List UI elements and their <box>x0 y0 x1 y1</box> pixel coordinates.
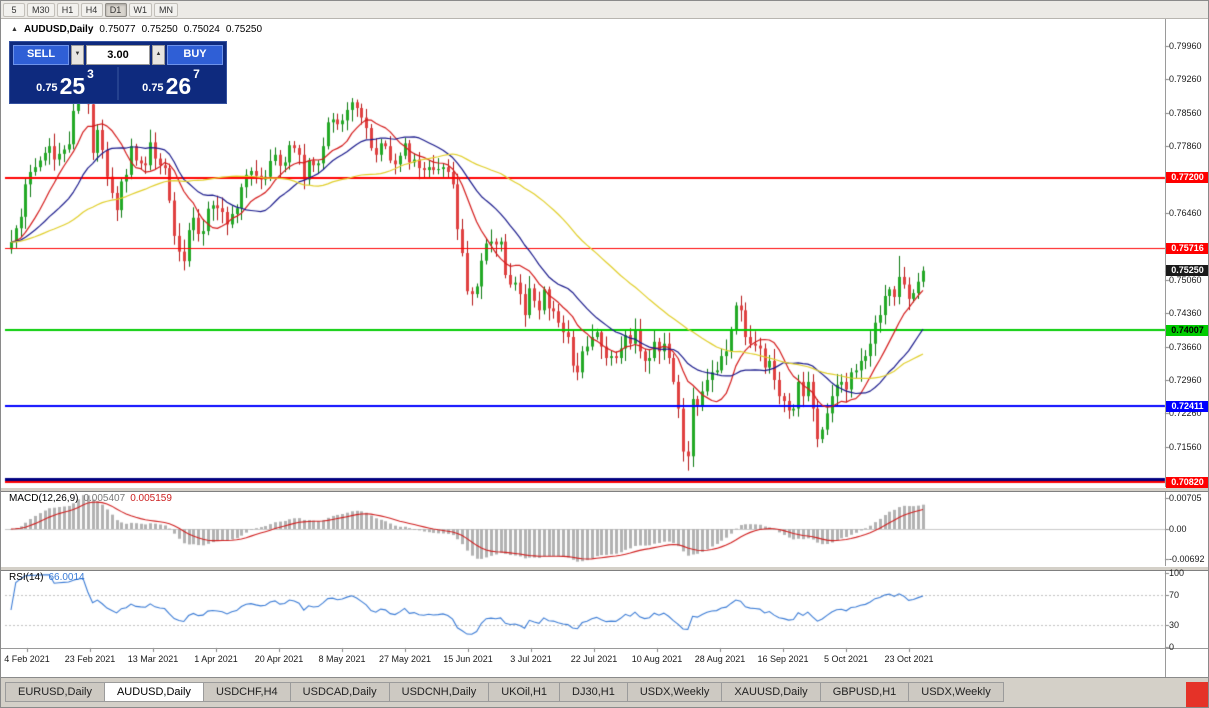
buy-price-prefix: 0.75 <box>142 82 164 94</box>
price-tick: 0.76460 <box>1169 207 1202 218</box>
chart-title: ▲ AUDUSD,Daily 0.75077 0.75250 0.75024 0… <box>11 24 262 35</box>
price-tick: 0.77860 <box>1169 141 1202 152</box>
price-axis-divider <box>1165 19 1166 677</box>
price-tick: 0.72960 <box>1169 374 1202 385</box>
ohlc-open: 0.75077 <box>99 24 136 35</box>
macd-main-value: 0.005407 <box>83 493 126 504</box>
date-label: 10 Aug 2021 <box>631 654 683 664</box>
price-badge-0.77200: 0.77200 <box>1166 172 1208 184</box>
price-tick: 0.72260 <box>1169 408 1202 419</box>
date-label: 28 Aug 2021 <box>694 654 746 664</box>
date-label: 8 May 2021 <box>318 654 366 664</box>
chart-tab-eurusd-daily[interactable]: EURUSD,Daily <box>5 682 105 702</box>
rsi-tick: 0 <box>1169 642 1175 652</box>
panel-separator-rsi[interactable] <box>1 566 1208 571</box>
buy-button[interactable]: BUY <box>167 45 223 65</box>
date-label: 27 May 2021 <box>378 654 432 664</box>
ohlc-low: 0.75024 <box>183 24 220 35</box>
macd-tick: 0.00 <box>1169 524 1187 534</box>
sell-price-prefix: 0.75 <box>36 82 58 94</box>
price-badge-0.75716: 0.75716 <box>1166 242 1208 254</box>
chart-tab-gbpusd-h1[interactable]: GBPUSD,H1 <box>820 682 910 702</box>
date-label: 23 Oct 2021 <box>884 654 934 664</box>
trade-panel-divider <box>117 67 119 100</box>
sell-price-big: 25 <box>59 73 86 99</box>
chart-tab-dj30-h1[interactable]: DJ30,H1 <box>560 682 628 702</box>
date-label: 5 Oct 2021 <box>823 654 869 664</box>
ohlc-close: 0.75250 <box>225 24 263 35</box>
chart-tab-xauusd-daily[interactable]: XAUUSD,Daily <box>722 682 821 702</box>
chart-tab-audusd-daily[interactable]: AUDUSD,Daily <box>104 682 204 702</box>
price-badge-0.72411: 0.72411 <box>1166 400 1208 412</box>
date-label: 15 Jun 2021 <box>443 654 493 664</box>
buy-price[interactable]: 0.75 26 7 <box>119 67 223 100</box>
price-badge-0.74007: 0.74007 <box>1166 324 1208 336</box>
sell-price[interactable]: 0.75 25 3 <box>13 67 117 100</box>
panel-separator-macd[interactable] <box>1 487 1208 492</box>
date-label: 1 Apr 2021 <box>194 654 238 664</box>
one-click-trade-panel: SELL ▼ ▲ BUY 0.75 25 3 0.75 26 7 <box>9 41 227 104</box>
chart-tabs-region: EURUSD,Daily AUDUSD,Daily USDCHF,H4 USDCAD,… <box>1 677 1208 707</box>
date-label: 22 Jul 2021 <box>570 654 618 664</box>
sell-button[interactable]: SELL <box>13 45 69 65</box>
rsi-tick: 70 <box>1169 590 1180 601</box>
price-tick: 0.73660 <box>1169 341 1202 352</box>
price-tick: 0.75060 <box>1169 274 1202 285</box>
chart-tab-usdcad-daily[interactable]: USDCAD,Daily <box>290 682 390 702</box>
date-label: 13 Mar 2021 <box>127 654 179 664</box>
chart-tab-usdcnh-daily[interactable]: USDCNH,Daily <box>389 682 490 702</box>
rsi-tick: 30 <box>1169 619 1180 630</box>
price-tick: 0.79960 <box>1169 41 1202 51</box>
macd-tick: 0.00705 <box>1169 493 1202 503</box>
red-corner-block <box>1186 682 1208 707</box>
macd-label: MACD(12,26,9) 0.005407 0.005159 <box>9 493 172 504</box>
date-label: 3 Jul 2021 <box>510 654 552 664</box>
price-badge-0.75250: 0.75250 <box>1166 265 1208 277</box>
date-axis-line <box>1 648 1208 649</box>
buy-price-sup: 7 <box>193 67 200 81</box>
chart-tabs: EURUSD,Daily AUDUSD,Daily USDCHF,H4 USDCAD,… <box>5 682 1004 702</box>
chart-tab-usdx-weekly[interactable]: USDX,Weekly <box>627 682 723 702</box>
rsi-label: RSI(14) 66.0014 <box>9 572 85 583</box>
sell-price-sup: 3 <box>87 67 94 81</box>
macd-name: MACD(12,26,9) <box>9 493 79 504</box>
rsi-tick: 100 <box>1169 568 1185 578</box>
price-tick: 0.78560 <box>1169 107 1202 118</box>
price-tick: 0.71560 <box>1169 441 1202 452</box>
ohlc-high: 0.75250 <box>141 24 178 35</box>
lot-size-input[interactable] <box>86 45 150 65</box>
price-tick: 0.74360 <box>1169 308 1202 319</box>
price-badge-0.70820: 0.70820 <box>1166 476 1208 488</box>
rsi-value: 66.0014 <box>48 572 85 583</box>
date-label: 20 Apr 2021 <box>254 654 304 664</box>
date-label: 16 Sep 2021 <box>757 654 809 664</box>
lot-decrease-icon[interactable]: ▼ <box>71 45 84 65</box>
buy-price-big: 26 <box>165 73 192 99</box>
date-label: 4 Feb 2021 <box>4 654 50 664</box>
symbol-label: AUDUSD,Daily <box>23 24 94 35</box>
price-tick: 0.79260 <box>1169 74 1202 85</box>
macd-signal-value: 0.005159 <box>130 493 172 504</box>
lot-increase-icon[interactable]: ▲ <box>152 45 165 65</box>
collapse-arrow-icon[interactable]: ▲ <box>11 26 18 33</box>
rsi-name: RSI(14) <box>9 572 44 583</box>
chart-tab-usdx-weekly[interactable]: USDX,Weekly <box>909 682 1004 702</box>
chart-tab-usdchf-h4[interactable]: USDCHF,H4 <box>203 682 291 702</box>
macd-tick: -0.00692 <box>1169 554 1205 565</box>
chart-tab-ukoil-h1[interactable]: UKOil,H1 <box>489 682 561 702</box>
date-label: 23 Feb 2021 <box>64 654 116 664</box>
